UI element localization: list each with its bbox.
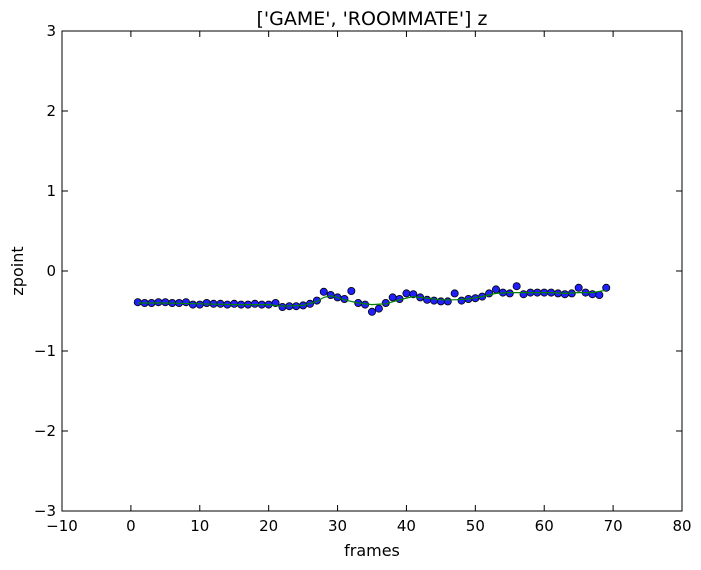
scatter-point <box>195 300 204 309</box>
scatter-point <box>202 298 211 307</box>
plot-area-frame <box>61 30 683 512</box>
scatter-point <box>367 307 376 316</box>
y-tick-label: 2 <box>46 102 56 120</box>
y-tick-label: 3 <box>46 22 56 40</box>
scatter-point <box>250 299 259 308</box>
scatter-point <box>326 290 335 299</box>
scatter-point <box>161 298 170 307</box>
trend-line <box>137 289 607 307</box>
x-tick-label: 10 <box>190 517 209 535</box>
y-tick-label: −3 <box>34 502 56 520</box>
scatter-point <box>374 304 383 313</box>
scatter-point <box>505 289 514 298</box>
chart-title: ['GAME', 'ROOMMATE'] z <box>257 8 488 30</box>
scatter-point <box>429 296 438 305</box>
scatter-point <box>602 283 611 292</box>
x-tick-label: 30 <box>328 517 347 535</box>
x-tick-label: 60 <box>535 517 554 535</box>
scatter-point <box>450 289 459 298</box>
scatter-point <box>409 290 418 299</box>
scatter-point <box>188 300 197 309</box>
scatter-point <box>347 286 356 295</box>
scatter-point <box>595 290 604 299</box>
scatter-point <box>491 285 500 294</box>
scatter-point <box>230 299 239 308</box>
x-tick-label: 20 <box>259 517 278 535</box>
scatter-point <box>519 290 528 299</box>
scatter-point <box>402 289 411 298</box>
x-axis-title: frames <box>344 541 400 560</box>
x-tick-label: 70 <box>604 517 623 535</box>
scatter-point <box>388 293 397 302</box>
y-tick-label: 1 <box>46 182 56 200</box>
scatter-point <box>278 302 287 311</box>
scatter-point <box>436 297 445 306</box>
series-layer <box>133 282 611 316</box>
scatter-point <box>457 296 466 305</box>
x-tick-label: 50 <box>466 517 485 535</box>
scatter-point <box>181 298 190 307</box>
y-tick-label: −2 <box>34 422 56 440</box>
x-tick-label: 40 <box>397 517 416 535</box>
scatter-point <box>154 298 163 307</box>
y-tick-label: −1 <box>34 342 56 360</box>
scatter-point <box>574 283 583 292</box>
scatter-point <box>423 295 432 304</box>
y-axis-title: zpoint <box>8 246 27 295</box>
scatter-point <box>512 282 521 291</box>
scatter-point <box>133 298 142 307</box>
y-tick-label: 0 <box>46 262 56 280</box>
x-tick-label: 80 <box>672 517 691 535</box>
x-tick-label: 0 <box>126 517 136 535</box>
scatter-point <box>443 297 452 306</box>
scatter-point <box>319 287 328 296</box>
x-tick-label: −10 <box>46 517 78 535</box>
scatter-point <box>560 290 569 299</box>
